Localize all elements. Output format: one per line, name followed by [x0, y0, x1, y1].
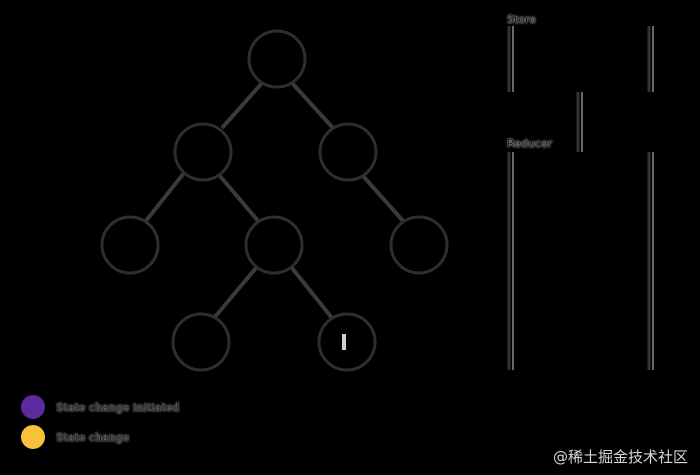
- reducer-label: Reducer: [507, 137, 553, 150]
- store-label: Store: [507, 13, 537, 26]
- edge-mid-left-leaf-far-left: [143, 171, 186, 224]
- edge-mid-right-leaf-right: [361, 174, 406, 224]
- watermark: @稀土掘金技术社区: [552, 448, 688, 466]
- tree-node-leaf-right: [389, 215, 449, 275]
- edge-mid-center-leaf-bottom-left: [212, 266, 258, 320]
- state-change-initiated-swatch-icon: [21, 395, 45, 419]
- legend-label-initiated: State change initiated: [56, 401, 180, 414]
- tree-edges: [143, 81, 406, 320]
- legend-label-state-change: State change: [56, 431, 130, 444]
- edge-mid-left-mid-center: [218, 174, 261, 224]
- tree-node-leaf-bottom-left: [171, 312, 231, 372]
- edge-mid-center-leaf-bottom-right: [290, 266, 334, 320]
- tree-node-leaf-far-left: [100, 215, 160, 275]
- store-box: [507, 26, 654, 92]
- tree-node-root: [247, 29, 307, 89]
- edge-root-mid-right: [290, 81, 335, 130]
- state-change-swatch-icon: [21, 425, 45, 449]
- tree-nodes: [100, 29, 449, 372]
- tree-node-mid-left: [173, 122, 233, 182]
- node-marker-icon: [342, 334, 346, 350]
- tree-node-mid-right: [318, 122, 378, 182]
- edge-root-mid-left: [220, 81, 264, 130]
- tree-node-leaf-bottom-right: [317, 312, 377, 372]
- reducer-box: [507, 152, 654, 370]
- store-reducer-connector: [576, 92, 583, 152]
- tree-node-mid-center: [244, 215, 304, 275]
